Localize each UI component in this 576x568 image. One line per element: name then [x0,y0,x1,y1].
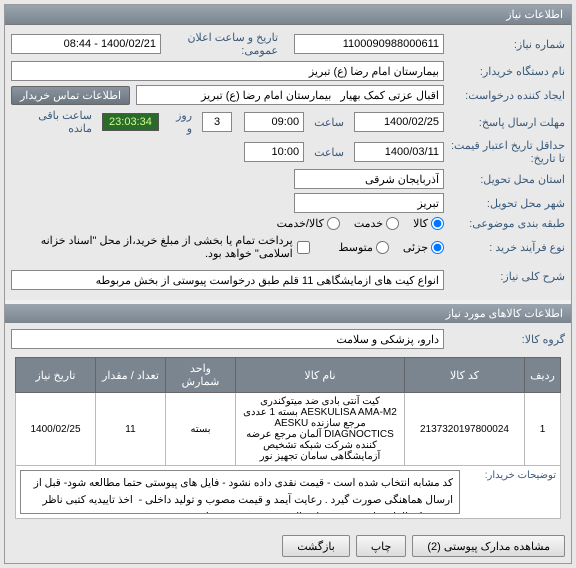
table-note-row: توضیحات خریدار: [16,466,561,519]
cell-qty: 11 [96,393,166,466]
panel-title: اطلاعات نیاز [5,5,571,25]
hour-label-2: ساعت [310,146,348,159]
days-input[interactable] [202,112,232,132]
budget-gs-radio[interactable] [327,217,340,230]
city-label: شهر محل تحویل: [450,197,565,210]
col-row: ردیف [525,358,561,393]
city-input[interactable] [294,193,444,213]
budget-radio-group: کالا خدمت کالا/خدمت [277,217,444,230]
cell-name: کیت آنتی بادی ضد میتوکندری AESKULISA AMA… [236,393,405,466]
province-label: استان محل تحویل: [450,173,565,186]
budget-label: طبقه بندی موضوعی: [450,217,565,230]
cell-code: 2137320197800024 [405,393,525,466]
buy-type-label: نوع فرآیند خرید : [450,241,565,254]
need-no-input[interactable] [294,34,444,54]
hour-label-1: ساعت [310,116,348,129]
form-body: شماره نیاز: تاریخ و ساعت اعلان عمومی: نا… [5,25,571,300]
announce-label: تاریخ و ساعت اعلان عمومی: [167,31,282,57]
col-name: نام کالا [236,358,405,393]
deadline-label: مهلت ارسال پاسخ: [450,116,565,129]
group-input[interactable] [11,329,444,349]
deadline-date-input[interactable] [354,112,444,132]
desc-input[interactable] [11,270,444,290]
creator-label: ایجاد کننده درخواست: [450,89,565,102]
days-label: روز و [165,109,196,135]
table-row[interactable]: 1 2137320197800024 کیت آنتی بادی ضد میتو… [16,393,561,466]
items-table-wrap: ردیف کد کالا نام کالا واحد شمارش تعداد /… [11,353,565,523]
back-button[interactable]: بازگشت [282,535,350,557]
buy-low-option[interactable]: جزئی [403,241,444,254]
note-label: توضیحات خریدار: [466,470,556,481]
creator-input[interactable] [136,85,444,105]
need-info-panel: اطلاعات نیاز شماره نیاز: تاریخ و ساعت اع… [4,4,572,564]
budget-goods-service-option[interactable]: کالا/خدمت [277,217,340,230]
payment-checkbox-line[interactable]: پرداخت تمام یا بخشی از مبلغ خرید،از محل … [11,234,310,260]
budget-service-option[interactable]: خدمت [354,217,399,230]
print-button[interactable]: چاپ [356,535,407,557]
table-header-row: ردیف کد کالا نام کالا واحد شمارش تعداد /… [16,358,561,393]
remain-label: ساعت باقی مانده [11,109,96,135]
countdown-timer: 23:03:34 [102,113,159,131]
payment-checkbox[interactable] [297,241,310,254]
budget-goods-option[interactable]: کالا [413,217,444,230]
province-input[interactable] [294,169,444,189]
buy-mid-option[interactable]: متوسط [338,241,389,254]
validity-label: حداقل تاریخ اعتبار قیمت: تا تاریخ: [450,139,565,165]
cell-date: 1400/02/25 [16,393,96,466]
buyer-label: نام دستگاه خریدار: [450,65,565,78]
payment-label: پرداخت تمام یا بخشی از مبلغ خرید،از محل … [11,234,293,260]
announce-input[interactable] [11,34,161,54]
attachments-button[interactable]: مشاهده مدارک پیوستی (2) [412,535,565,557]
budget-service-radio[interactable] [386,217,399,230]
col-unit: واحد شمارش [166,358,236,393]
validity-time-input[interactable] [244,142,304,162]
items-header: اطلاعات کالاهای مورد نیاز [5,304,571,323]
col-code: کد کالا [405,358,525,393]
budget-goods-radio[interactable] [431,217,444,230]
buyer-input[interactable] [11,61,444,81]
validity-date-input[interactable] [354,142,444,162]
col-qty: تعداد / مقدار [96,358,166,393]
deadline-time-input[interactable] [244,112,304,132]
group-label: گروه کالا: [450,333,565,346]
items-table: ردیف کد کالا نام کالا واحد شمارش تعداد /… [15,357,561,519]
buy-mid-radio[interactable] [376,241,389,254]
need-no-label: شماره نیاز: [450,38,565,51]
desc-label: شرح کلی نیاز: [450,270,565,283]
buy-low-radio[interactable] [431,241,444,254]
cell-unit: بسته [166,393,236,466]
buy-type-radio-group: جزئی متوسط [338,241,444,254]
cell-row: 1 [525,393,561,466]
contact-buyer-button[interactable]: اطلاعات تماس خریدار [11,86,130,105]
note-textarea[interactable] [20,470,460,514]
col-date: تاریخ نیاز [16,358,96,393]
footer-buttons: مشاهده مدارک پیوستی (2) چاپ بازگشت [5,529,571,563]
